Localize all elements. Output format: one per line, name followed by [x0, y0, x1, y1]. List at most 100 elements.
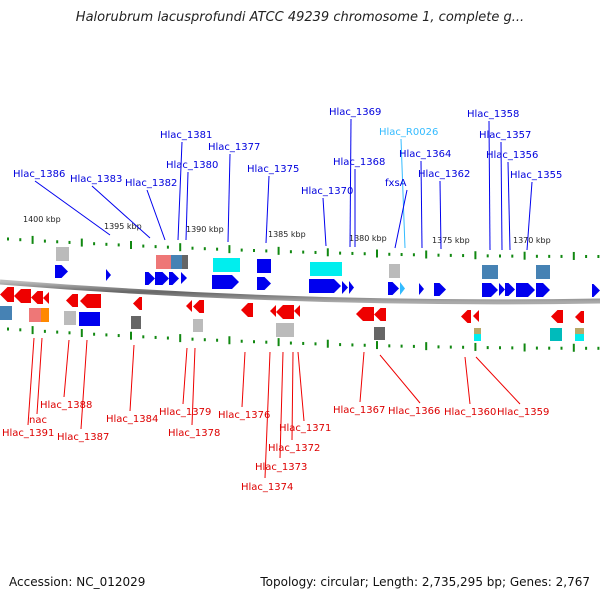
feature-box[interactable]: [41, 308, 49, 322]
feature-box[interactable]: [474, 328, 481, 334]
feature-box[interactable]: [257, 259, 271, 273]
gene-label[interactable]: Hlac_1388: [40, 400, 92, 411]
gene-label[interactable]: Hlac_1370: [301, 186, 353, 197]
reverse-gene[interactable]: [461, 310, 471, 323]
gene-label[interactable]: Hlac_1384: [106, 414, 158, 425]
feature-box[interactable]: [213, 258, 240, 272]
forward-gene[interactable]: [212, 275, 239, 289]
forward-gene[interactable]: [499, 283, 505, 296]
feature-box[interactable]: [171, 255, 183, 269]
gene-label[interactable]: Hlac_1367: [333, 405, 385, 416]
feature-box[interactable]: [310, 262, 342, 276]
gene-label[interactable]: Hlac_1383: [70, 174, 122, 185]
gene-label[interactable]: Hlac_1357: [479, 130, 531, 141]
reverse-gene[interactable]: [43, 292, 49, 304]
gene-label[interactable]: Hlac_1369: [329, 107, 381, 118]
feature-box[interactable]: [131, 316, 141, 329]
feature-box[interactable]: [64, 311, 76, 325]
tick: [80, 238, 83, 247]
gene-label[interactable]: Hlac_1386: [13, 169, 65, 180]
forward-gene[interactable]: [181, 272, 187, 284]
forward-gene[interactable]: [55, 265, 68, 278]
gene-label[interactable]: Hlac_1355: [510, 170, 562, 181]
gene-label[interactable]: Hlac_1364: [399, 149, 451, 160]
forward-gene[interactable]: [388, 282, 399, 295]
feature-box[interactable]: [482, 265, 498, 279]
gene-label[interactable]: Hlac_1360: [444, 407, 496, 418]
forward-gene[interactable]: [309, 279, 341, 293]
forward-gene[interactable]: [505, 283, 515, 296]
gene-label[interactable]: nac: [29, 415, 47, 426]
gene-label[interactable]: Hlac_1381: [160, 130, 212, 141]
feature-box[interactable]: [156, 255, 173, 269]
forward-gene[interactable]: [349, 281, 354, 294]
reverse-gene[interactable]: [294, 305, 300, 317]
reverse-gene[interactable]: [66, 294, 78, 307]
gene-label[interactable]: Hlac_1380: [166, 160, 218, 171]
forward-gene[interactable]: [400, 282, 405, 295]
gene-label[interactable]: Hlac_1359: [497, 407, 549, 418]
feature-box[interactable]: [374, 327, 385, 340]
gene-label[interactable]: Hlac_1371: [279, 423, 331, 434]
feature-box[interactable]: [389, 264, 400, 278]
forward-gene[interactable]: [516, 283, 535, 297]
gene-label[interactable]: Hlac_1391: [2, 428, 54, 439]
forward-gene[interactable]: [482, 283, 498, 297]
forward-gene[interactable]: [169, 272, 179, 285]
feature-box[interactable]: [193, 319, 203, 332]
gene-label[interactable]: Hlac_1374: [241, 482, 293, 493]
gene-label[interactable]: fxsA: [385, 178, 407, 189]
gene-label[interactable]: Hlac_R0026: [379, 127, 438, 138]
forward-gene[interactable]: [106, 269, 111, 281]
reverse-gene[interactable]: [270, 305, 276, 317]
feature-box[interactable]: [276, 323, 294, 337]
feature-box[interactable]: [79, 312, 100, 326]
reverse-gene[interactable]: [133, 297, 142, 310]
reverse-gene[interactable]: [356, 307, 374, 321]
feature-box[interactable]: [575, 328, 584, 334]
feature-box[interactable]: [182, 255, 188, 269]
forward-gene[interactable]: [592, 284, 600, 297]
forward-gene[interactable]: [536, 283, 550, 297]
feature-box[interactable]: [536, 265, 550, 279]
feature-box[interactable]: [550, 328, 562, 341]
reverse-gene[interactable]: [276, 305, 294, 319]
forward-gene[interactable]: [257, 277, 271, 290]
gene-label[interactable]: Hlac_1368: [333, 157, 385, 168]
feature-box[interactable]: [56, 247, 69, 261]
gene-label[interactable]: Hlac_1377: [208, 142, 260, 153]
forward-gene[interactable]: [145, 272, 155, 285]
reverse-gene[interactable]: [80, 294, 101, 308]
gene-label[interactable]: Hlac_1372: [268, 443, 320, 454]
reverse-gene[interactable]: [14, 289, 31, 303]
gene-label[interactable]: Hlac_1376: [218, 410, 270, 421]
reverse-gene[interactable]: [473, 310, 479, 322]
feature-box[interactable]: [474, 334, 481, 341]
feature-box[interactable]: [575, 334, 584, 341]
gene-label[interactable]: Hlac_1378: [168, 428, 220, 439]
forward-gene[interactable]: [155, 272, 169, 285]
gene-label[interactable]: Hlac_1375: [247, 164, 299, 175]
reverse-gene[interactable]: [575, 311, 584, 323]
forward-gene[interactable]: [434, 283, 446, 296]
reverse-gene[interactable]: [193, 300, 204, 313]
reverse-gene[interactable]: [0, 287, 14, 302]
gene-label[interactable]: Hlac_1358: [467, 109, 519, 120]
forward-gene[interactable]: [419, 283, 424, 295]
gene-label[interactable]: Hlac_1387: [57, 432, 109, 443]
gene-label[interactable]: Hlac_1379: [159, 407, 211, 418]
gene-label[interactable]: Hlac_1373: [255, 462, 307, 473]
reverse-gene[interactable]: [241, 303, 253, 317]
reverse-gene[interactable]: [186, 300, 192, 312]
reverse-gene[interactable]: [551, 310, 563, 323]
gene-label[interactable]: Hlac_1362: [418, 169, 470, 180]
gene-label[interactable]: Hlac_1382: [125, 178, 177, 189]
reverse-gene[interactable]: [374, 308, 386, 321]
feature-box[interactable]: [0, 306, 12, 320]
gene-label[interactable]: Hlac_1366: [388, 406, 440, 417]
forward-gene[interactable]: [342, 281, 348, 294]
feature-box[interactable]: [29, 308, 41, 322]
gene-label[interactable]: Hlac_1356: [486, 150, 538, 161]
reverse-gene[interactable]: [31, 291, 43, 304]
